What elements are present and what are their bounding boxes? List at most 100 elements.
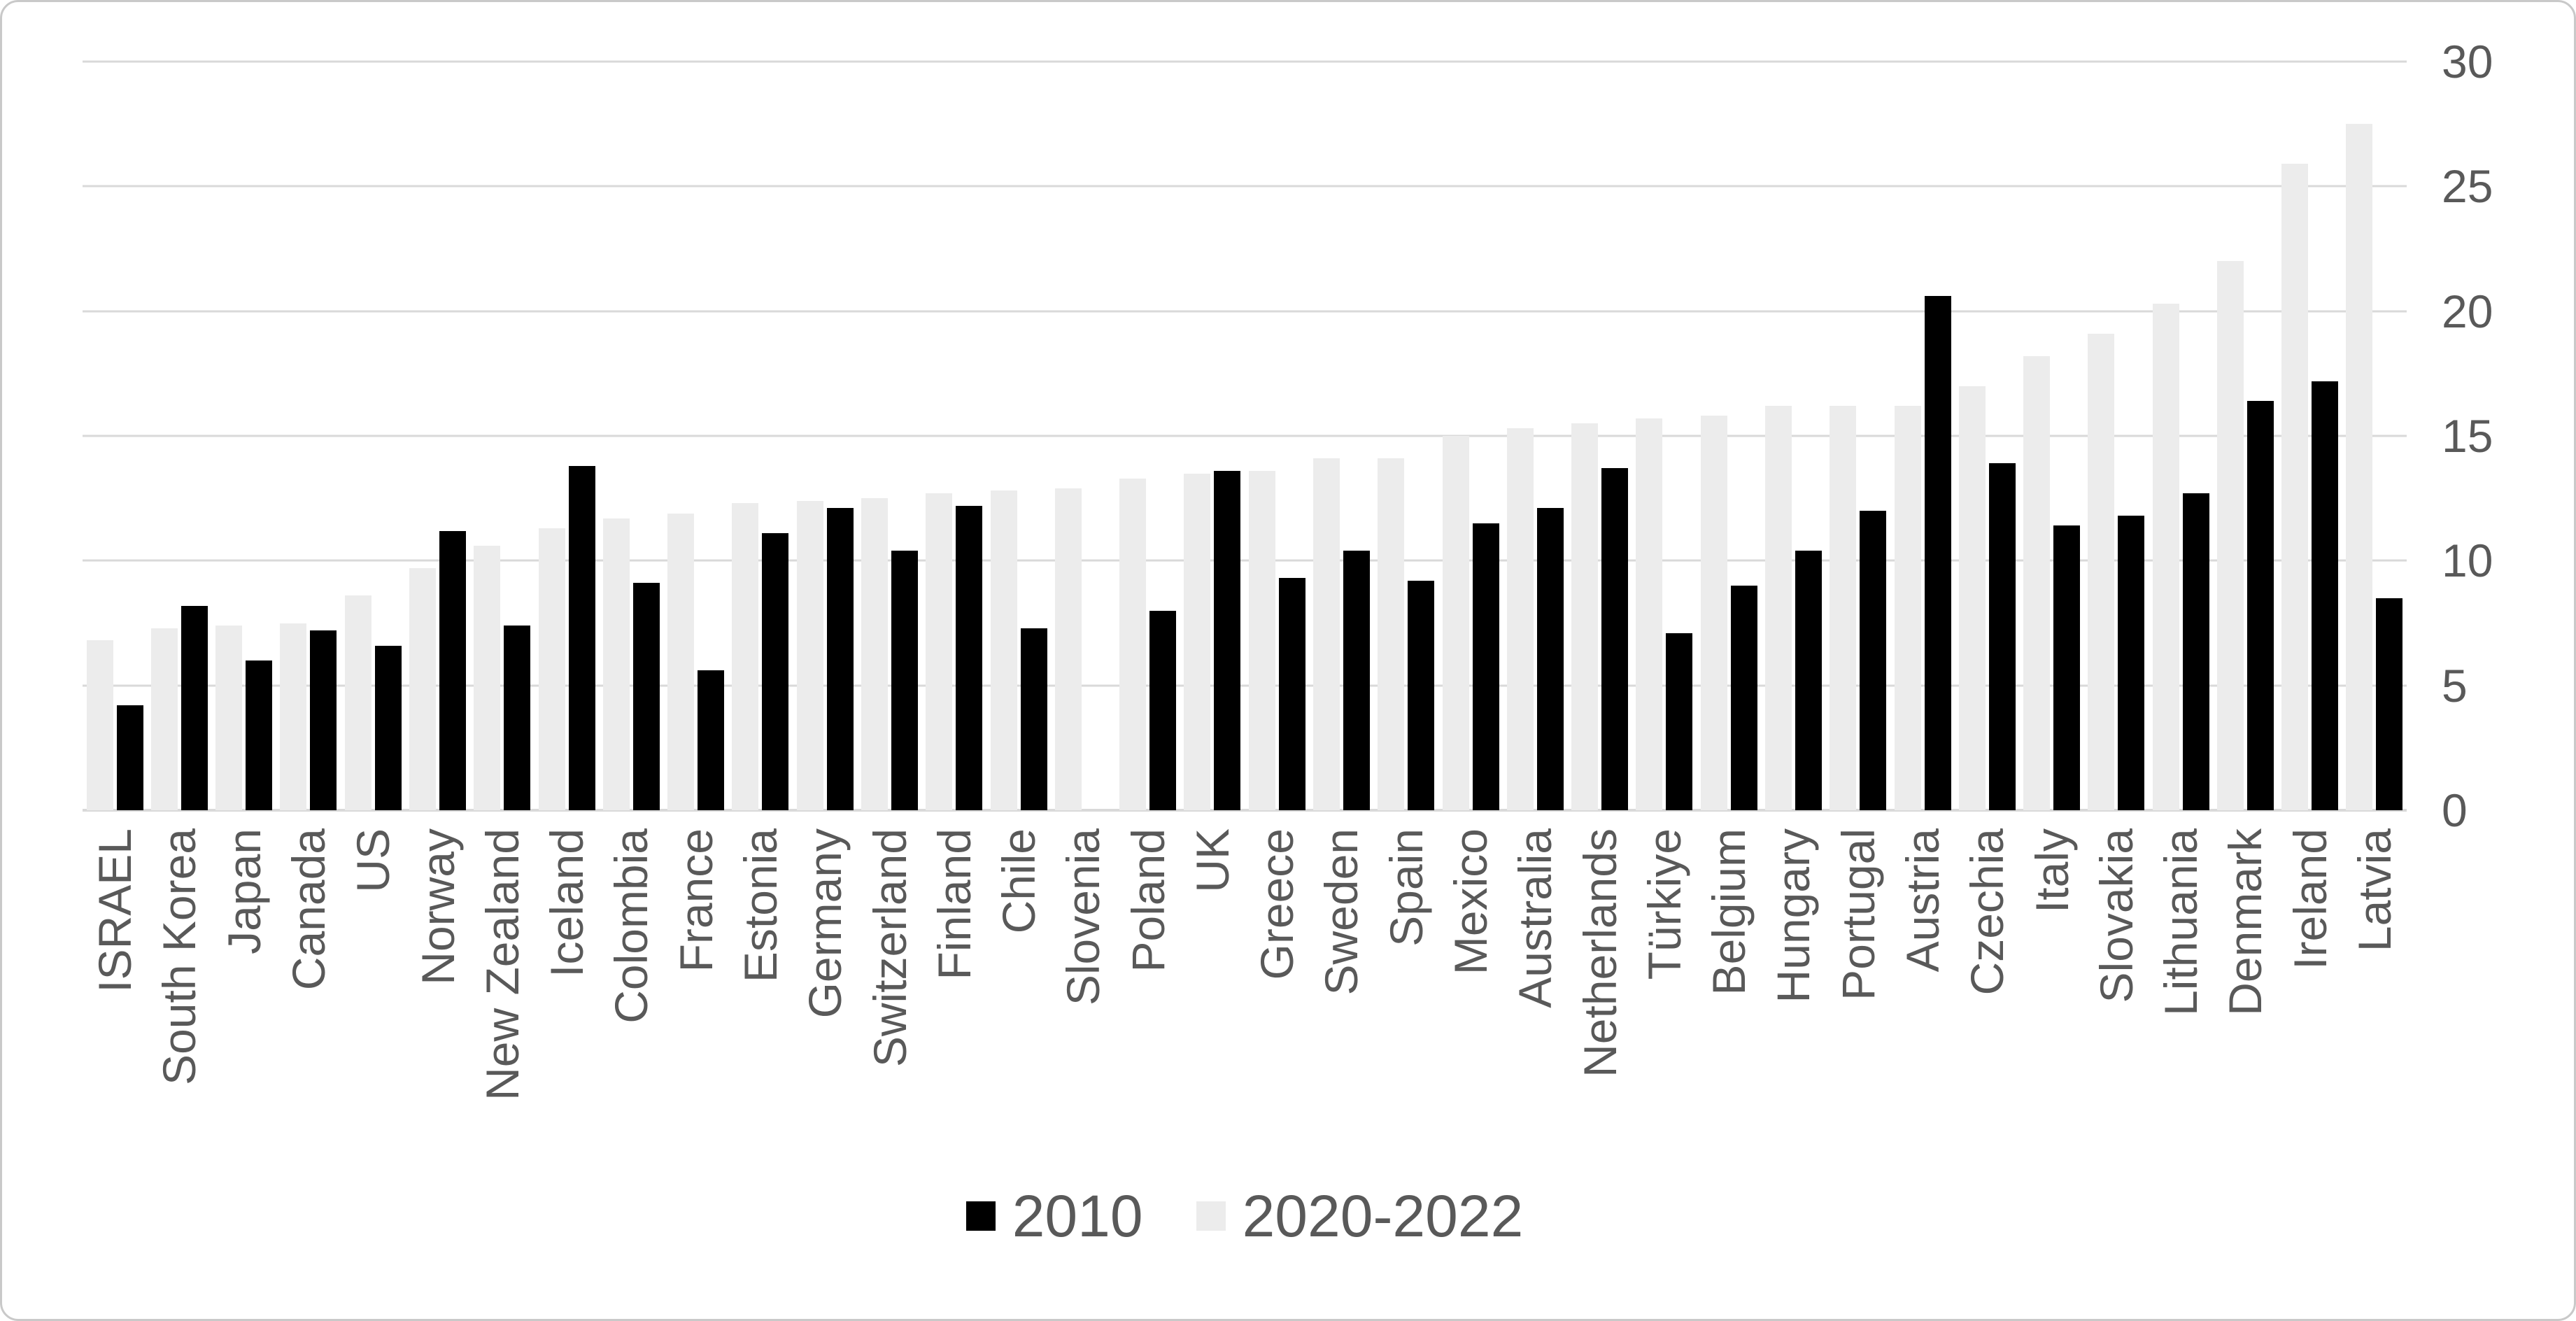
bar-2010 bbox=[891, 551, 919, 810]
bar-2010 bbox=[116, 705, 143, 810]
bar-2020-2022 bbox=[1248, 470, 1275, 810]
legend-item-2010: 2010 bbox=[965, 1187, 1143, 1245]
bar-2020-2022 bbox=[1571, 423, 1599, 810]
bar-group bbox=[1245, 62, 1309, 810]
bar-2010 bbox=[181, 605, 208, 810]
bar-2010 bbox=[1408, 580, 1435, 810]
x-axis-label-cell: Poland bbox=[1116, 828, 1180, 1178]
bar-2010 bbox=[698, 670, 725, 810]
bar-2020-2022 bbox=[1054, 488, 1082, 810]
x-axis-label-cell: Mexico bbox=[1438, 828, 1503, 1178]
x-axis-label-cell: Germany bbox=[793, 828, 857, 1178]
x-axis-label-cell: Slovakia bbox=[2084, 828, 2149, 1178]
bar-group bbox=[1374, 62, 1438, 810]
bar-2010 bbox=[2312, 381, 2339, 810]
x-axis-label-cell: Switzerland bbox=[857, 828, 921, 1178]
y-axis-tick-label-5: 5 bbox=[2442, 659, 2468, 712]
bar-group bbox=[664, 62, 728, 810]
x-axis-label-cell: Italy bbox=[2019, 828, 2083, 1178]
bar-2020-2022 bbox=[409, 568, 437, 810]
gridline-10 bbox=[83, 559, 2407, 562]
bar-2010 bbox=[826, 508, 854, 810]
bar-2020-2022 bbox=[344, 595, 371, 810]
x-axis-label-cell: Iceland bbox=[535, 828, 599, 1178]
bar-group bbox=[535, 62, 599, 810]
x-axis-label-cell: Slovenia bbox=[1051, 828, 1115, 1178]
y-axis-tick-label-10: 10 bbox=[2442, 535, 2493, 587]
bar-2010 bbox=[2246, 401, 2274, 810]
bar-group bbox=[470, 62, 535, 810]
x-axis-label: Canada bbox=[282, 828, 334, 991]
bar-2010 bbox=[1988, 463, 2016, 810]
x-axis-label: South Korea bbox=[153, 828, 206, 1085]
x-axis-label-cell: UK bbox=[1180, 828, 1245, 1178]
x-axis: ISRAEL South Korea Japan Canada US Norway New … bbox=[83, 828, 2407, 1178]
bar-2020-2022 bbox=[926, 493, 953, 810]
bar-2010 bbox=[1666, 633, 1693, 810]
x-axis-label: Slovakia bbox=[2090, 828, 2142, 1003]
x-axis-label-cell: Denmark bbox=[2213, 828, 2277, 1178]
x-axis-label: Finland bbox=[928, 828, 980, 980]
bar-group bbox=[1761, 62, 1825, 810]
gridline-5 bbox=[83, 684, 2407, 687]
bar-group bbox=[728, 62, 793, 810]
bar-2010 bbox=[956, 505, 983, 810]
bar-group bbox=[341, 62, 405, 810]
bar-2020-2022 bbox=[150, 628, 178, 810]
bar-group bbox=[1309, 62, 1373, 810]
bar-group bbox=[1826, 62, 1890, 810]
x-axis-label: Denmark bbox=[2219, 828, 2272, 1016]
x-axis-label-cell: Greece bbox=[1245, 828, 1309, 1178]
bar-2020-2022 bbox=[1378, 458, 1405, 810]
x-axis-label: Chile bbox=[993, 828, 1045, 934]
x-axis-label: Colombia bbox=[605, 828, 658, 1024]
bar-group bbox=[212, 62, 276, 810]
bar-2010 bbox=[504, 626, 531, 810]
gridline-0 bbox=[83, 809, 2407, 812]
bar-group bbox=[2278, 62, 2342, 810]
bars-container bbox=[83, 62, 2407, 810]
bar-group bbox=[276, 62, 341, 810]
legend-label-2020-2022: 2020-2022 bbox=[1242, 1183, 1524, 1249]
bar-2010 bbox=[2182, 493, 2209, 810]
bar-2010 bbox=[1472, 523, 1499, 810]
bar-2010 bbox=[310, 630, 337, 810]
bar-group bbox=[1438, 62, 1503, 810]
bar-2010 bbox=[374, 645, 402, 810]
bar-2010 bbox=[2376, 598, 2403, 810]
bar-2010 bbox=[1278, 578, 1305, 810]
x-axis-label: Slovenia bbox=[1057, 828, 1110, 1006]
x-axis-label-cell: Colombia bbox=[599, 828, 663, 1178]
x-axis-label: New Zealand bbox=[476, 828, 528, 1101]
x-axis-label: Spain bbox=[1380, 828, 1432, 947]
bar-group bbox=[1051, 62, 1115, 810]
x-axis-label-cell: Spain bbox=[1374, 828, 1438, 1178]
bar-group bbox=[922, 62, 986, 810]
x-axis-label-cell: South Korea bbox=[147, 828, 211, 1178]
x-axis-label-cell: Portugal bbox=[1826, 828, 1890, 1178]
bar-group bbox=[1697, 62, 1761, 810]
bar-2020-2022 bbox=[732, 503, 759, 810]
bar-2020-2022 bbox=[86, 640, 113, 810]
x-axis-label-cell: Estonia bbox=[728, 828, 793, 1178]
bar-2020-2022 bbox=[1506, 428, 1534, 810]
bar-2010 bbox=[2053, 525, 2081, 810]
x-axis-label: Austria bbox=[1897, 828, 1949, 973]
bar-2020-2022 bbox=[861, 498, 889, 810]
bar-2010 bbox=[1860, 511, 1887, 810]
bar-2020-2022 bbox=[1830, 406, 1857, 810]
y-axis: 0 5 10 15 20 25 30 bbox=[83, 38, 2493, 833]
bar-group bbox=[2019, 62, 2083, 810]
y-axis-tick-label-15: 15 bbox=[2442, 410, 2493, 462]
bar-group bbox=[1890, 62, 1955, 810]
bar-2010 bbox=[1149, 610, 1177, 810]
bar-2010 bbox=[1924, 296, 1951, 810]
bar-group bbox=[2084, 62, 2149, 810]
x-axis-label-cell: Belgium bbox=[1697, 828, 1761, 1178]
bar-group bbox=[1567, 62, 1632, 810]
x-axis-label-cell: Hungary bbox=[1761, 828, 1825, 1178]
y-axis-tick-label-20: 20 bbox=[2442, 285, 2493, 337]
x-axis-label-cell: New Zealand bbox=[470, 828, 535, 1178]
x-axis-label: Australia bbox=[1509, 828, 1562, 1008]
